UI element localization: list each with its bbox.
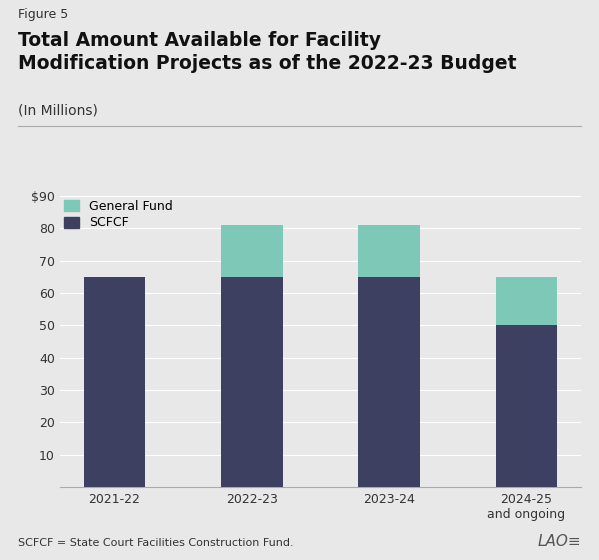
Text: (In Millions): (In Millions) <box>18 104 98 118</box>
Bar <box>495 325 557 487</box>
Text: LAO≡: LAO≡ <box>537 534 581 549</box>
Bar <box>84 277 146 487</box>
Legend: General Fund, SCFCF: General Fund, SCFCF <box>63 200 173 230</box>
Bar <box>221 277 283 487</box>
Text: Total Amount Available for Facility
Modification Projects as of the 2022-23 Budg: Total Amount Available for Facility Modi… <box>18 31 516 73</box>
Text: SCFCF = State Court Facilities Construction Fund.: SCFCF = State Court Facilities Construct… <box>18 538 294 548</box>
Bar <box>221 225 283 277</box>
Bar <box>358 277 420 487</box>
Bar <box>495 277 557 325</box>
Text: Figure 5: Figure 5 <box>18 8 68 21</box>
Bar <box>358 225 420 277</box>
